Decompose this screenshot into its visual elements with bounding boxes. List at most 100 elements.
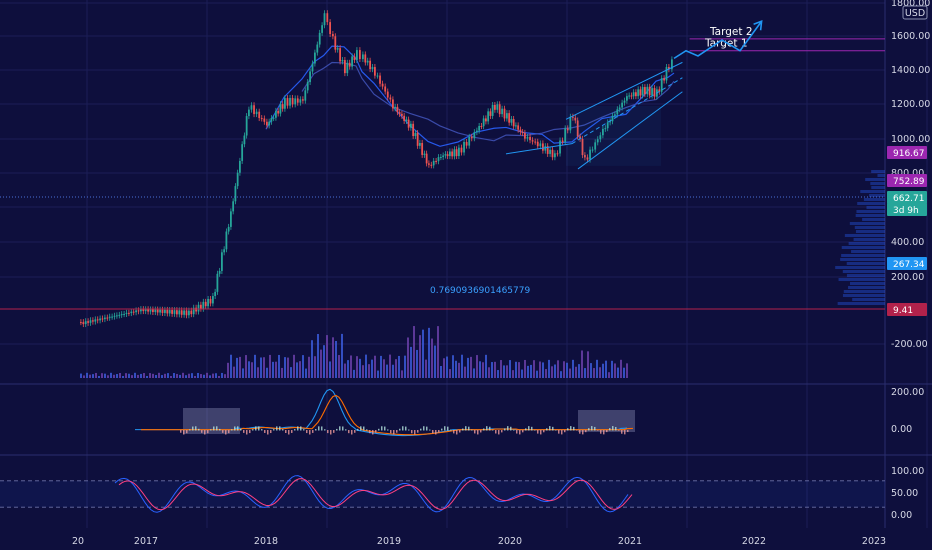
volume-bar — [365, 354, 367, 378]
candle-body — [609, 121, 611, 123]
time-axis-tick: 2022 — [742, 536, 766, 547]
candle-body — [412, 123, 415, 137]
candle-body — [279, 104, 282, 114]
candle-body — [491, 104, 494, 116]
candle-body — [444, 154, 447, 156]
volume-bar — [227, 362, 229, 378]
candle-body — [611, 115, 614, 122]
candle-body — [289, 97, 291, 106]
macd-histogram-bar — [612, 426, 614, 431]
volume-bar — [242, 368, 244, 378]
candle-body — [125, 312, 128, 314]
volume-bar — [551, 366, 553, 378]
candle-body — [356, 50, 358, 61]
candle-body — [414, 133, 417, 137]
volume-bar — [602, 363, 604, 378]
volume-bar — [506, 365, 508, 378]
candle-body — [646, 86, 649, 95]
candle-body — [478, 125, 481, 131]
candle-body — [344, 60, 346, 74]
volume-bar — [548, 359, 550, 378]
price-axis-tick: 1800.00 — [891, 0, 930, 9]
macd-histogram-bar — [438, 430, 440, 433]
candle-body — [281, 104, 284, 109]
volume-bar — [563, 361, 565, 378]
volume-bar — [530, 364, 532, 378]
volume-bar — [293, 354, 295, 378]
volume-bar — [542, 362, 544, 378]
macd-histogram-bar — [363, 426, 365, 431]
volume-bar — [512, 370, 514, 378]
candle-body — [296, 98, 299, 103]
candle-body — [410, 123, 412, 128]
macd-histogram-bar — [330, 430, 332, 435]
volume-bar — [377, 370, 379, 378]
macd-histogram-bar — [192, 426, 194, 431]
candle-body — [190, 310, 193, 315]
macd-histogram-bar — [276, 426, 278, 431]
volume-bar — [422, 329, 424, 378]
candle-body — [209, 298, 212, 304]
candle-body — [392, 99, 394, 109]
candle-body — [346, 62, 349, 74]
volume-bar — [389, 354, 391, 378]
candle-body — [185, 310, 188, 316]
volume-bar — [509, 360, 511, 378]
volume-bar — [500, 360, 502, 378]
macd-histogram-bar — [288, 430, 290, 435]
price-axis-tick: -200.00 — [891, 339, 928, 350]
macd-histogram-bar — [561, 430, 563, 435]
macd-histogram-bar — [567, 428, 569, 431]
candle-body — [468, 136, 471, 146]
candle-body — [164, 309, 166, 313]
macd-histogram-bar — [516, 430, 518, 434]
price-badge — [887, 203, 927, 216]
volume-bar — [335, 340, 337, 378]
candle-body — [506, 113, 508, 119]
candle-body — [639, 89, 642, 96]
macd-histogram-bar — [471, 429, 473, 431]
volume-profile-bar — [837, 302, 885, 305]
volume-bar — [362, 365, 364, 378]
macd-histogram-bar — [417, 430, 419, 433]
volume-bar — [434, 345, 436, 378]
candle-body — [96, 319, 99, 321]
candle-body — [353, 56, 356, 61]
volume-bar — [119, 372, 121, 378]
candle-body — [108, 316, 111, 318]
time-axis-tick: 2017 — [134, 536, 158, 547]
macd-histogram-bar — [519, 430, 521, 435]
volume-bar — [182, 372, 184, 378]
candle-body — [116, 315, 118, 317]
candle-body — [430, 164, 433, 166]
candle-body — [519, 129, 522, 133]
candle-body — [140, 309, 142, 312]
candle-body — [225, 231, 228, 250]
volume-profile-bar — [842, 270, 885, 273]
macd-histogram-bar — [624, 430, 626, 435]
volume-profile-bar — [848, 286, 885, 289]
volume-bar — [503, 365, 505, 378]
volume-bar — [344, 363, 346, 378]
candle-body — [336, 48, 339, 50]
candle-body — [275, 110, 277, 118]
price-badge — [887, 257, 927, 270]
candle-body — [207, 298, 209, 307]
volume-bar — [539, 361, 541, 378]
candle-body — [648, 86, 651, 96]
candle-body — [144, 309, 147, 312]
candle-body — [496, 104, 499, 110]
candle-body — [589, 149, 591, 160]
candle-body — [263, 118, 266, 122]
volume-bar — [224, 374, 226, 378]
volume-bar — [164, 373, 166, 378]
candle-body — [334, 36, 337, 50]
volume-bar — [248, 361, 250, 378]
macd-histogram-bar — [324, 429, 326, 431]
candle-body — [508, 113, 511, 123]
macd-histogram-bar — [318, 426, 320, 431]
candle-body — [302, 99, 304, 101]
time-axis-tick: 2023 — [862, 536, 886, 547]
